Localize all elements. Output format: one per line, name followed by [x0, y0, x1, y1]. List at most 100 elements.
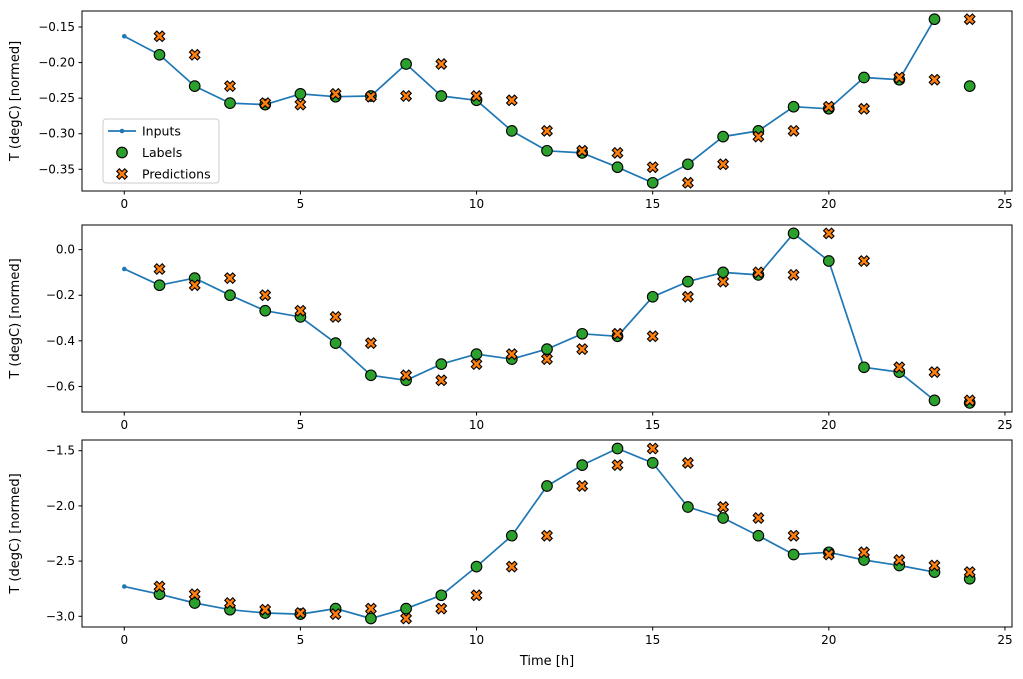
predictions-x-marker [400, 612, 413, 625]
legend-box [102, 118, 220, 184]
labels-circle-marker [541, 144, 553, 157]
labels-circle-marker [787, 548, 800, 561]
y-tick-label: −3.0 [46, 609, 75, 623]
predictions-x-marker [646, 161, 659, 174]
y-tick-label: −0.30 [38, 127, 75, 141]
labels-circle-marker [470, 560, 483, 573]
predictions-x-marker [752, 511, 765, 525]
labels-circle-marker [259, 304, 272, 317]
predictions-x-marker [822, 227, 835, 240]
labels-circle-marker [400, 58, 412, 70]
labels-circle-marker [682, 275, 694, 288]
y-tick-label: −1.5 [46, 444, 75, 458]
axes-frame [81, 439, 1013, 628]
labels-circle-marker [858, 71, 870, 84]
x-tick-label: 20 [821, 633, 836, 647]
legend: Inputs Labels Predictions [102, 118, 220, 184]
predictions-x-marker [188, 588, 201, 601]
predictions-x-marker [188, 279, 201, 292]
x-tick-label: 15 [645, 418, 660, 432]
predictions-x-marker [717, 158, 730, 171]
labels-circle-marker [611, 442, 624, 455]
y-tick-label: −2.5 [46, 554, 75, 568]
y-axis-label: T (degC) [normed] [8, 473, 23, 594]
predictions-x-marker [259, 97, 272, 110]
labels-circle-marker [188, 597, 201, 609]
y-tick-label: −2.0 [46, 499, 75, 513]
x-tick-label: 25 [997, 633, 1012, 647]
predictions-x-marker [787, 124, 800, 137]
y-tick-label: −0.4 [46, 334, 75, 348]
labels-circle-marker [153, 48, 166, 61]
predictions-x-marker [822, 548, 835, 561]
labels-circle-marker [365, 612, 377, 625]
predictions-x-marker [857, 102, 871, 115]
x-tick-label: 10 [469, 633, 484, 647]
inputs-line [124, 447, 935, 620]
predictions-x-marker [611, 459, 624, 472]
predictions-x-marker [681, 176, 694, 189]
labels-circle-marker [435, 358, 448, 370]
predictions-x-marker [857, 254, 871, 268]
predictions-x-marker [153, 262, 166, 276]
predictions-x-marker [364, 90, 377, 103]
y-tick-label: −0.20 [38, 56, 75, 70]
subplot-1: 0 5 10 15 20 25 −0.15 −0.20 −0.25 −0.30 −0.35 T (de… [8, 10, 1013, 211]
predictions-x-marker [223, 272, 237, 285]
predictions-x-marker [259, 603, 272, 616]
predictions-x-marker [857, 546, 871, 559]
predictions-x-marker [576, 343, 589, 356]
x-tick-label: 15 [645, 633, 660, 647]
inputs-dot-marker [122, 584, 127, 589]
labels-circle-marker [822, 255, 835, 267]
predictions-x-marker [435, 374, 448, 387]
predictions-x-marker [540, 353, 554, 366]
labels-circle-marker [646, 457, 659, 469]
y-axis-label: T (degC) [normed] [8, 258, 23, 379]
predictions-x-marker [540, 124, 554, 137]
inputs-line [123, 18, 936, 184]
labels-circle-marker [858, 361, 870, 374]
predictions-x-marker [540, 529, 554, 542]
x-tick-label: 0 [120, 197, 128, 211]
x-tick-label: 0 [120, 418, 128, 432]
labels-circle-marker [470, 348, 483, 360]
predictions-x-marker [681, 456, 694, 469]
predictions-x-marker [576, 144, 589, 157]
predictions-x-marker [611, 146, 624, 159]
y-tick-label: 0.0 [56, 243, 75, 257]
labels-circle-marker [787, 100, 800, 113]
predictions-x-marker [505, 348, 518, 361]
predictions-x-marker [963, 566, 976, 579]
x-tick-label: 15 [645, 197, 660, 211]
labels-circle-marker [224, 97, 236, 109]
subplot-3: 0 5 10 15 20 25 −1.5 −2.0 −2.5 −3.0 T (degC) [norm… [8, 439, 1013, 669]
predictions-x-marker [329, 87, 342, 100]
predictions-x-marker [435, 602, 448, 615]
labels-circle-marker [787, 227, 800, 240]
predictions-x-marker [470, 89, 483, 103]
predictions-x-marker [294, 98, 307, 111]
labels-circle-marker [365, 369, 377, 382]
predictions-x-marker [223, 596, 237, 610]
predictions-x-marker [893, 361, 906, 374]
predictions-x-marker [787, 529, 800, 542]
labels-circle-marker [188, 80, 201, 92]
predictions-x-marker [928, 366, 941, 379]
axes-frame [81, 224, 1013, 413]
predictions-x-marker [893, 71, 906, 84]
predictions-x-marker [364, 337, 377, 350]
labels-circle-marker [153, 279, 166, 292]
predictions-x-marker [787, 268, 800, 281]
y-tick-label: −0.6 [46, 379, 75, 393]
x-tick-label: 5 [297, 633, 305, 647]
labels-circle-marker [294, 88, 307, 100]
predictions-x-marker [928, 73, 941, 86]
labels-circle-marker [505, 529, 518, 542]
predictions-x-marker [223, 80, 237, 93]
axes-frame [81, 10, 1013, 192]
labels-circle-marker [541, 480, 553, 492]
legend-predictions-x-icon [115, 167, 129, 181]
x-tick-label: 5 [297, 418, 305, 432]
